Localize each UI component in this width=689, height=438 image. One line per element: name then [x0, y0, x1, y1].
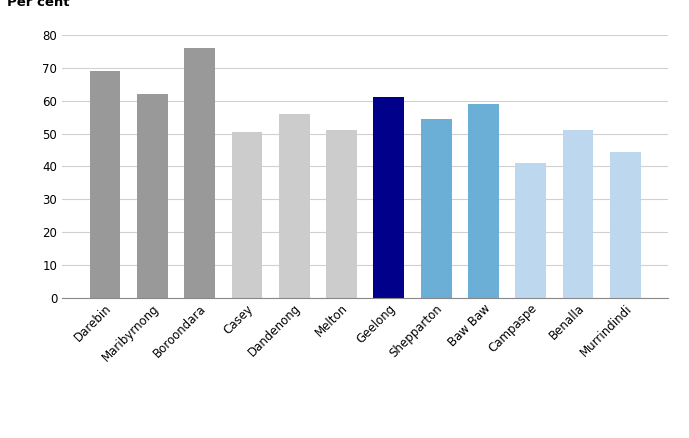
Bar [326, 131, 357, 298]
Bar [232, 132, 263, 298]
Bar [279, 114, 309, 298]
Bar [468, 104, 499, 298]
Bar [421, 119, 451, 298]
Text: Per cent: Per cent [8, 0, 70, 9]
Bar [137, 94, 167, 298]
Bar [373, 98, 404, 298]
Bar [563, 131, 593, 298]
Bar [184, 48, 215, 298]
Bar [610, 152, 641, 298]
Bar [90, 71, 121, 298]
Bar [515, 163, 546, 298]
